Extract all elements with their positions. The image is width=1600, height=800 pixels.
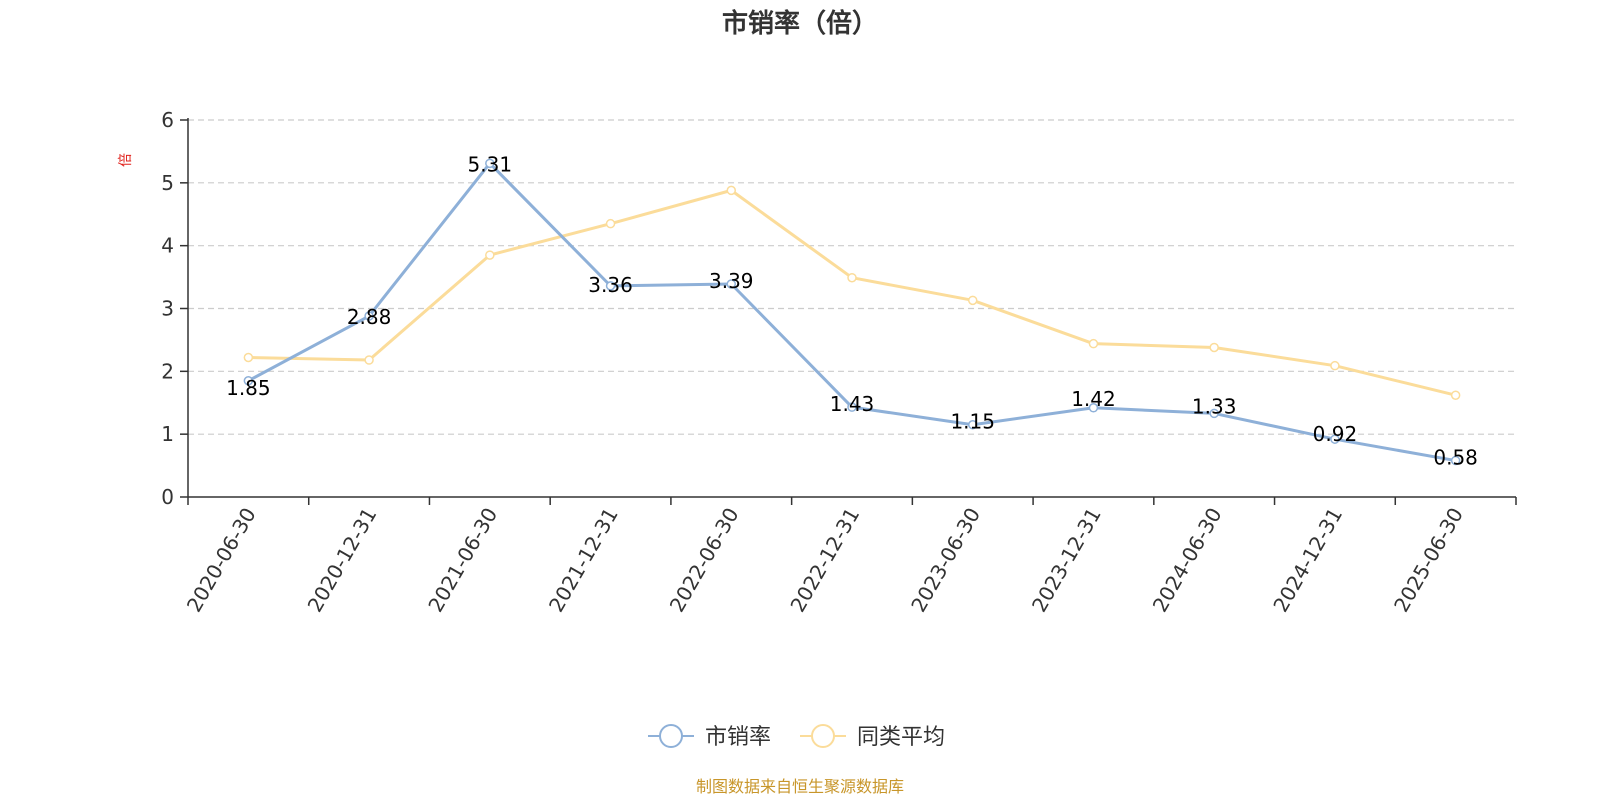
x-axis-ticks: 2020-06-30 2020-12-31 2021-06-30 2021-12-31… bbox=[182, 504, 1468, 617]
legend-label-0: 市销率 bbox=[705, 725, 771, 750]
y-tick-label-0: 0 bbox=[161, 485, 174, 509]
data-label-5: 1.43 bbox=[830, 392, 875, 416]
x-tick-label-2021-12-31: 2021-12-31 bbox=[544, 504, 623, 617]
source-note: 制图数据来自恒生聚源数据库 bbox=[696, 777, 904, 796]
x-tick-label-2024-12-31: 2024-12-31 bbox=[1268, 504, 1347, 617]
series-point-市销率-4 bbox=[726, 279, 737, 289]
y-tick-label-1: 1 bbox=[161, 422, 174, 446]
data-label-2: 5.31 bbox=[468, 152, 513, 176]
series-point-同类平均-7 bbox=[1088, 338, 1099, 349]
series-point-同类平均-5 bbox=[847, 272, 857, 283]
series-point-市销率-2 bbox=[485, 158, 495, 169]
grid-lines bbox=[188, 119, 1516, 435]
y-tick-label-3: 3 bbox=[161, 297, 174, 321]
series-point-市销率-9 bbox=[1330, 434, 1340, 444]
legend-item-同类平均: 同类平均 bbox=[800, 724, 945, 750]
series-point-市销率-10 bbox=[1450, 455, 1461, 466]
axes bbox=[180, 118, 1517, 505]
series-point-市销率-7 bbox=[1088, 403, 1099, 413]
data-label-8: 1.33 bbox=[1192, 394, 1237, 418]
series-line-同类平均 bbox=[248, 188, 1456, 397]
y-tick-label-4: 4 bbox=[161, 234, 174, 258]
data-label-7: 1.42 bbox=[1071, 387, 1116, 411]
data-label-1: 2.88 bbox=[347, 305, 392, 329]
series-point-市销率-6 bbox=[967, 419, 978, 430]
x-tick-label-2022-06-30: 2022-06-30 bbox=[665, 504, 744, 617]
data-label-4: 3.39 bbox=[709, 269, 754, 293]
x-tick-label-2022-12-31: 2022-12-31 bbox=[785, 504, 864, 617]
series-point-同类平均-10 bbox=[1450, 390, 1461, 400]
series-point-同类平均-8 bbox=[1209, 342, 1219, 353]
series-point-同类平均-6 bbox=[967, 295, 978, 306]
data-label-9: 0.92 bbox=[1313, 422, 1358, 446]
x-tick-label-2020-12-31: 2020-12-31 bbox=[303, 504, 382, 617]
y-tick-label-6: 6 bbox=[161, 108, 174, 132]
x-tick-label-2023-06-30: 2023-06-30 bbox=[906, 504, 985, 617]
series-point-市销率-1 bbox=[364, 311, 374, 321]
legend: 市销率 同类平均 bbox=[648, 724, 945, 750]
x-tick-label-2024-06-30: 2024-06-30 bbox=[1148, 504, 1227, 617]
series-point-同类平均-9 bbox=[1330, 360, 1340, 371]
series-group bbox=[243, 158, 1461, 466]
series-point-同类平均-2 bbox=[485, 250, 495, 260]
series-point-同类平均-3 bbox=[605, 218, 616, 229]
series-point-市销率-8 bbox=[1209, 408, 1219, 419]
y-tick-label-5: 5 bbox=[161, 171, 174, 195]
chart-title: 市销率（倍） bbox=[722, 8, 878, 39]
x-tick-label-2021-06-30: 2021-06-30 bbox=[423, 504, 502, 617]
series-point-市销率-5 bbox=[847, 402, 857, 412]
x-tick-label-2023-12-31: 2023-12-31 bbox=[1027, 504, 1106, 617]
data-label-3: 3.36 bbox=[588, 273, 633, 297]
series-point-市销率-0 bbox=[243, 376, 254, 386]
legend-label-1: 同类平均 bbox=[857, 725, 945, 750]
data-labels: 1.85 2.88 5.31 3.36 3.39 1.43 1.15 1.42 1.33 0.92… bbox=[226, 152, 1478, 469]
series-point-市销率-3 bbox=[605, 281, 616, 291]
legend-marker-1 bbox=[811, 724, 835, 748]
y-axis-unit: 倍 bbox=[118, 153, 134, 167]
series-point-同类平均-1 bbox=[364, 355, 374, 365]
series-point-同类平均-0 bbox=[243, 352, 254, 363]
x-tick-label-2025-06-30: 2025-06-30 bbox=[1389, 504, 1468, 617]
series-point-同类平均-4 bbox=[726, 185, 737, 196]
legend-item-市销率: 市销率 bbox=[648, 724, 771, 750]
y-tick-label-2: 2 bbox=[161, 359, 174, 383]
legend-marker-0 bbox=[659, 724, 683, 748]
data-label-6: 1.15 bbox=[950, 410, 995, 434]
data-label-10: 0.58 bbox=[1433, 446, 1478, 470]
y-axis-ticks: 0 1 2 3 4 5 6 bbox=[161, 108, 174, 509]
x-tick-label-2020-06-30: 2020-06-30 bbox=[182, 504, 261, 617]
data-label-0: 1.85 bbox=[226, 376, 271, 400]
